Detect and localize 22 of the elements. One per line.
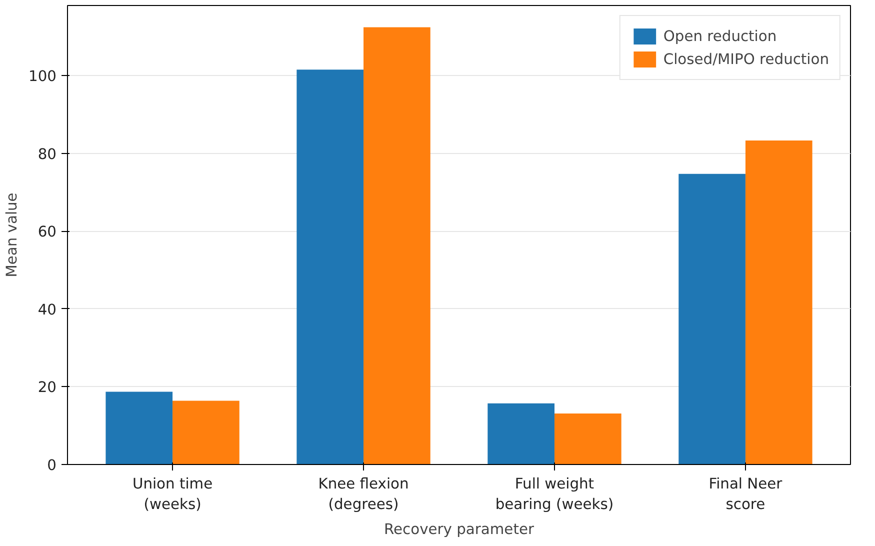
- bar: [554, 414, 622, 464]
- bar: [678, 174, 746, 464]
- bar: [106, 392, 173, 464]
- x-tick-label: Knee flexion (degrees): [318, 476, 409, 513]
- y-tick-label: 60: [38, 224, 57, 241]
- y-axis-title: Mean value: [4, 192, 21, 278]
- bar: [745, 140, 812, 464]
- bar: [364, 27, 430, 464]
- x-tick-label: Union time (weeks): [132, 476, 213, 513]
- y-tick-label: 80: [38, 146, 57, 163]
- y-tick-label: 40: [38, 301, 57, 318]
- legend-label: Closed/MIPO reduction: [663, 50, 829, 68]
- x-tick-label: Final Neer score: [708, 476, 784, 513]
- bar: [172, 400, 240, 464]
- bar: [296, 70, 364, 464]
- x-tick-label: Full weight bearing (weeks): [495, 476, 614, 513]
- bar: [488, 403, 554, 464]
- x-axis-title: Recovery parameter: [384, 520, 535, 538]
- y-tick-label: 20: [38, 379, 57, 396]
- y-tick-label: 100: [28, 68, 57, 86]
- y-tick-label: 0: [47, 457, 57, 474]
- legend-label: Open reduction: [663, 28, 777, 44]
